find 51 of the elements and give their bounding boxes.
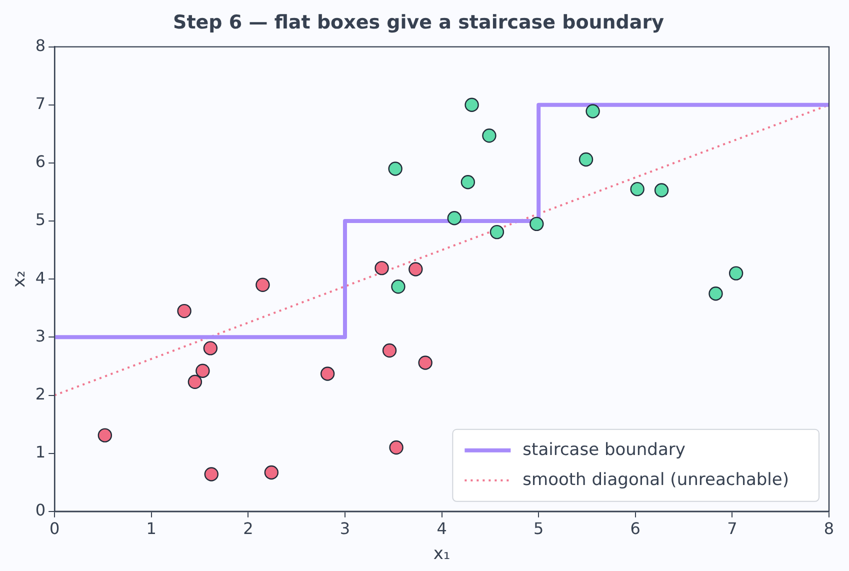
point	[482, 128, 496, 143]
point	[464, 98, 479, 112]
point	[418, 356, 432, 370]
y-axis-title: x₂	[10, 270, 30, 288]
x-axis-title: x₁	[433, 544, 450, 564]
x-tick-label: 2	[243, 519, 254, 538]
y-tick-label: 7	[35, 94, 46, 114]
point	[264, 465, 279, 480]
point	[382, 343, 397, 358]
y-tick-label: 6	[35, 152, 46, 172]
point	[188, 374, 202, 389]
point	[630, 182, 644, 196]
x-tick-label: 4	[436, 519, 447, 538]
x-tick-label: 6	[630, 519, 640, 538]
point	[530, 216, 544, 232]
point	[708, 286, 723, 301]
x-tick-label: 7	[727, 519, 738, 538]
y-tick-label: 3	[35, 326, 46, 346]
point	[728, 266, 744, 280]
point	[578, 152, 594, 167]
point	[98, 428, 112, 442]
x-tick-label: 0	[49, 519, 60, 538]
y-tick-label: 0	[35, 500, 46, 520]
point	[389, 440, 404, 455]
point	[408, 262, 423, 276]
x-tick-label: 1	[146, 519, 156, 538]
x-tick-label: 3	[340, 519, 350, 538]
chart-title: Step 6 — flat boxes give a staircase boundary	[173, 11, 665, 34]
point	[320, 366, 335, 381]
point	[447, 211, 462, 226]
y-tick-label: 2	[35, 384, 46, 404]
y-tick-label: 1	[35, 442, 46, 462]
y-tick-label: 8	[35, 36, 46, 55]
point	[196, 364, 210, 378]
point	[388, 162, 402, 176]
legend-label: smooth diagonal (unreachable)	[522, 470, 790, 490]
x-tick-label: 8	[824, 519, 834, 538]
point	[374, 260, 389, 276]
legend-label: staircase boundary	[522, 440, 686, 460]
point	[256, 278, 270, 292]
point	[204, 467, 218, 482]
y-tick-label: 5	[35, 210, 46, 230]
y-tick-label: 4	[35, 268, 46, 288]
point	[203, 341, 218, 356]
point	[490, 224, 504, 240]
point	[654, 183, 669, 198]
point	[586, 104, 600, 118]
point	[460, 175, 476, 190]
point	[391, 280, 406, 294]
x-tick-label: 5	[534, 519, 544, 538]
point	[177, 304, 192, 318]
